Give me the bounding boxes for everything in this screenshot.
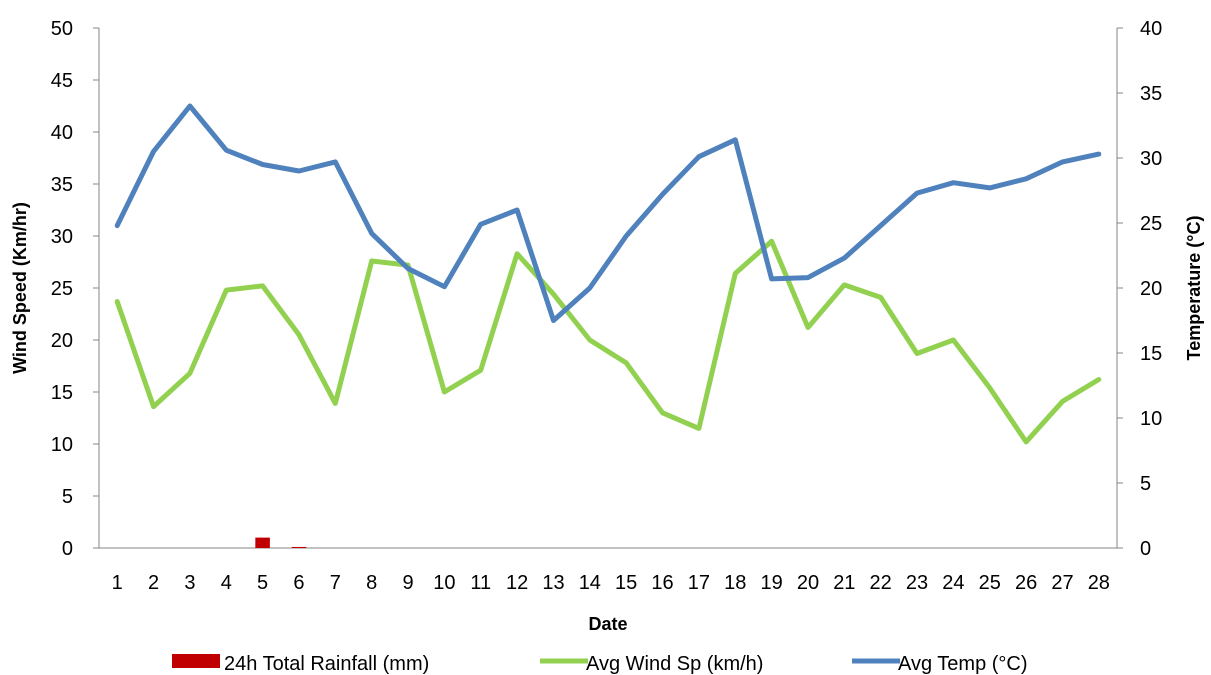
left-tick-label: 40 bbox=[51, 122, 73, 144]
x-tick-label: 2 bbox=[148, 572, 159, 594]
x-tick-label: 6 bbox=[293, 572, 304, 594]
x-tick-label: 21 bbox=[833, 572, 855, 594]
series-lines bbox=[114, 103, 1102, 445]
x-tick-label: 16 bbox=[651, 572, 673, 594]
temp-line bbox=[114, 103, 1102, 323]
right-tick-label: 25 bbox=[1140, 213, 1162, 235]
x-tick-label: 5 bbox=[257, 572, 268, 594]
left-tick-label: 10 bbox=[51, 434, 73, 456]
right-tick-label: 15 bbox=[1140, 343, 1162, 365]
x-axis-title: Date bbox=[588, 614, 627, 634]
rainfall-bar bbox=[291, 546, 307, 548]
left-tick-label: 15 bbox=[51, 382, 73, 404]
x-tick-label: 19 bbox=[760, 572, 782, 594]
x-tick-label: 15 bbox=[615, 572, 637, 594]
y-axis-right-title: Temperature (°C) bbox=[1184, 216, 1204, 361]
left-tick-label: 30 bbox=[51, 226, 73, 248]
x-tick-label: 23 bbox=[906, 572, 928, 594]
x-tick-label: 10 bbox=[433, 572, 455, 594]
x-axis: 1 2 3 4 5 6 7 8 9 10 11 12 13 14 15 16 17 18 19 20 21 22 23 24 2… bbox=[99, 547, 1117, 594]
legend-swatch-rainfall bbox=[172, 654, 220, 668]
legend-label-wind: Avg Wind Sp (km/h) bbox=[586, 653, 763, 675]
rainfall-bar bbox=[255, 537, 270, 548]
right-tick-label: 40 bbox=[1140, 18, 1162, 40]
right-y-axis: 0 5 10 15 20 25 30 35 40 bbox=[1116, 18, 1162, 560]
left-tick-label: 45 bbox=[51, 70, 73, 92]
left-tick-label: 5 bbox=[62, 486, 73, 508]
wind-speed-line bbox=[114, 238, 1102, 445]
x-tick-label: 25 bbox=[979, 572, 1001, 594]
left-tick-label: 35 bbox=[51, 174, 73, 196]
x-tick-label: 27 bbox=[1051, 572, 1073, 594]
x-tick-label: 11 bbox=[470, 572, 491, 594]
right-tick-label: 5 bbox=[1140, 473, 1151, 495]
x-tick-label: 18 bbox=[724, 572, 746, 594]
x-tick-label: 13 bbox=[542, 572, 564, 594]
legend-label-temp: Avg Temp (°C) bbox=[898, 653, 1028, 675]
left-y-axis: 0 5 10 15 20 25 30 35 40 45 50 bbox=[51, 18, 100, 560]
y-axis-left-title: Wind Speed (Km/hr) bbox=[10, 202, 30, 374]
right-tick-label: 30 bbox=[1140, 148, 1162, 170]
right-tick-label: 10 bbox=[1140, 408, 1162, 430]
x-tick-label: 28 bbox=[1088, 572, 1110, 594]
left-tick-label: 20 bbox=[51, 330, 73, 352]
right-tick-label: 0 bbox=[1140, 538, 1151, 560]
right-tick-label: 35 bbox=[1140, 83, 1162, 105]
x-tick-label: 7 bbox=[330, 572, 341, 594]
x-tick-label: 8 bbox=[366, 572, 377, 594]
x-tick-label: 4 bbox=[221, 572, 232, 594]
x-tick-label: 1 bbox=[112, 572, 123, 594]
right-tick-label: 20 bbox=[1140, 278, 1162, 300]
x-tick-label: 22 bbox=[870, 572, 892, 594]
left-tick-label: 0 bbox=[62, 538, 73, 560]
legend: 24h Total Rainfall (mm) Avg Wind Sp (km/… bbox=[172, 653, 1028, 675]
x-tick-label: 20 bbox=[797, 572, 819, 594]
left-tick-label: 50 bbox=[51, 18, 73, 40]
x-tick-label: 12 bbox=[506, 572, 528, 594]
x-tick-label: 24 bbox=[942, 572, 964, 594]
left-tick-label: 25 bbox=[51, 278, 73, 300]
legend-label-rainfall: 24h Total Rainfall (mm) bbox=[224, 653, 429, 675]
x-tick-label: 17 bbox=[688, 572, 710, 594]
x-tick-label: 26 bbox=[1015, 572, 1037, 594]
x-tick-label: 9 bbox=[402, 572, 413, 594]
rainfall-bars bbox=[255, 537, 307, 548]
x-tick-label: 3 bbox=[184, 572, 195, 594]
x-tick-label: 14 bbox=[579, 572, 601, 594]
